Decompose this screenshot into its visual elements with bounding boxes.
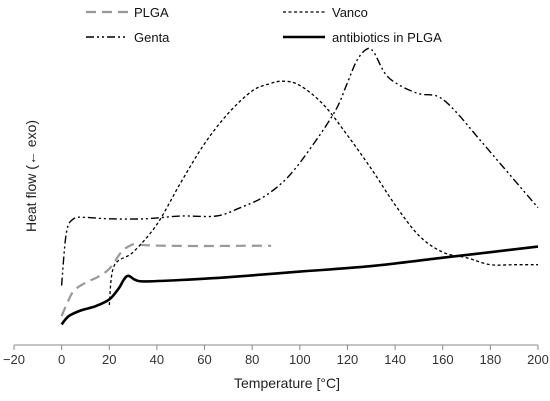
x-tick-label: 120 bbox=[337, 352, 359, 367]
x-tick-label: 20 bbox=[102, 352, 116, 367]
x-tick-label: 180 bbox=[480, 352, 502, 367]
series-line-genta bbox=[60, 47, 539, 286]
series-line-antibiotics-in-plga bbox=[60, 245, 539, 326]
x-axis-ticks: −20 0 20 40 60 80 100 120 140 160 180 200 bbox=[3, 345, 549, 367]
legend-item-vanco: Vanco bbox=[283, 5, 368, 20]
series-line-vanco bbox=[108, 80, 538, 306]
y-axis-title: Heat flow (← exo) bbox=[23, 120, 39, 232]
x-tick-label: 100 bbox=[289, 352, 311, 367]
x-tick-label: 60 bbox=[197, 352, 211, 367]
legend-label: PLGA bbox=[134, 5, 169, 20]
x-tick-label: 40 bbox=[150, 352, 164, 367]
legend-item-plga: PLGA bbox=[86, 5, 169, 20]
x-tick-label: 140 bbox=[384, 352, 406, 367]
legend-item-antibiotics-in-plga: antibiotics in PLGA bbox=[283, 30, 442, 45]
legend-item-genta: Genta bbox=[86, 30, 170, 45]
x-tick-label: −20 bbox=[3, 352, 25, 367]
x-tick-label: 80 bbox=[245, 352, 259, 367]
x-tick-label: 200 bbox=[527, 352, 549, 367]
legend-label: Genta bbox=[134, 30, 170, 45]
legend-label: Vanco bbox=[332, 5, 368, 20]
x-axis-title: Temperature [°C] bbox=[234, 375, 340, 391]
legend-label: antibiotics in PLGA bbox=[332, 30, 442, 45]
x-tick-label: 160 bbox=[432, 352, 454, 367]
curves bbox=[60, 47, 539, 326]
x-tick-label: 0 bbox=[58, 352, 65, 367]
legend: PLGA Vanco Genta antibiotics in PLGA bbox=[86, 5, 442, 45]
